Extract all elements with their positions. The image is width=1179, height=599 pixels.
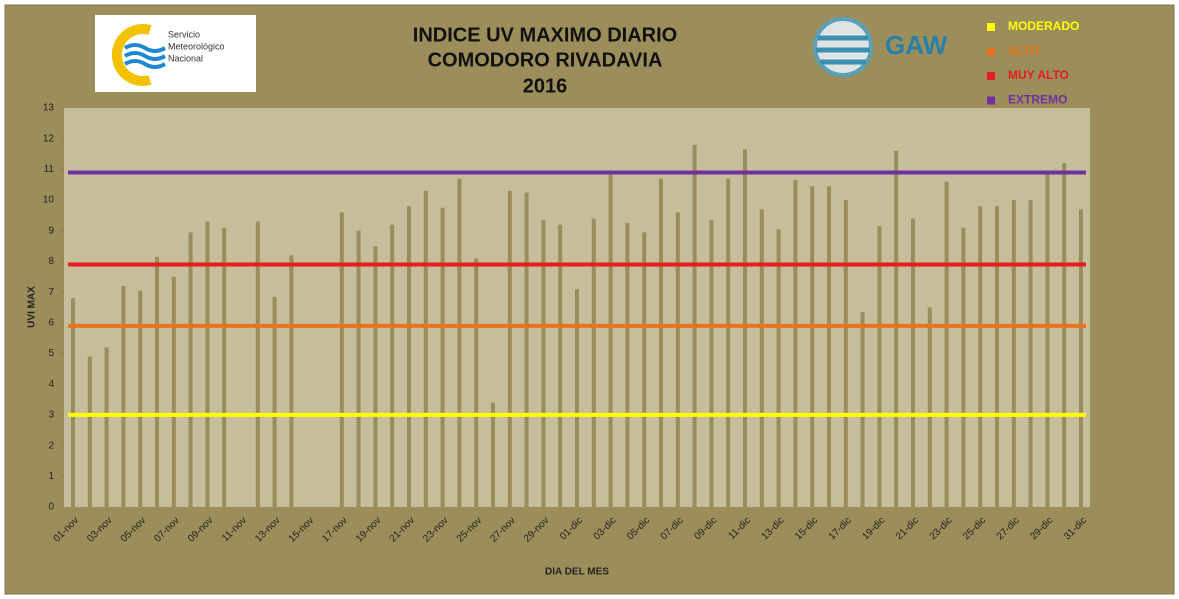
y-axis-label: UVI MAX [27,286,38,328]
bar [860,312,865,507]
bar [793,180,798,507]
bar [843,200,848,508]
bar [558,224,563,507]
legend-label: ALTO [1008,44,1040,58]
gaw-text: GAW [885,30,948,60]
bar [423,190,428,507]
logo-arc [111,24,152,86]
bar [1028,200,1033,508]
bar [877,226,882,507]
bar [222,227,227,507]
bar [188,232,193,508]
y-tick-label: 9 [48,225,54,236]
bar [1079,209,1083,508]
bar [205,221,210,508]
y-tick-label: 7 [48,287,54,298]
bar [524,192,529,507]
y-tick-label: 0 [48,502,54,513]
y-tick-label: 5 [48,348,54,359]
bar [255,221,260,508]
bar [726,178,731,508]
bar [356,230,361,507]
bar [759,209,764,508]
bar [575,289,579,507]
bar [155,256,159,507]
legend-label: MODERADO [1008,19,1079,33]
legend-swatch [987,23,995,31]
bar [272,296,277,507]
bar [87,356,92,507]
gaw-globe [813,17,873,77]
y-tick-label: 12 [43,133,55,144]
bar [171,276,176,507]
bar [373,246,378,507]
bar [1011,200,1016,508]
bar [507,190,512,507]
bar [776,229,781,507]
bar [339,212,344,507]
bar [390,224,395,507]
bar [608,173,613,507]
logo-text: Servicio [168,29,200,39]
bar [911,218,915,507]
bar [675,212,680,507]
bar [407,206,411,507]
bar [541,220,546,507]
y-tick-label: 13 [43,103,55,114]
bar [1062,163,1067,507]
y-tick-label: 1 [48,471,54,482]
bar [642,232,647,508]
bar [827,186,831,507]
bar [927,307,932,507]
chart-title: COMODORO RIVADAVIA [428,49,663,71]
bar [810,186,815,507]
bar [1045,172,1050,507]
y-tick-label: 10 [43,195,55,206]
logo-text: Nacional [168,53,203,63]
legend-swatch [987,47,995,56]
chart-title: INDICE UV MAXIMO DIARIO [413,24,677,46]
bar [289,255,294,507]
legend-swatch [987,72,995,80]
bar [591,218,596,507]
bar [138,290,143,507]
bar [894,150,899,507]
x-axis-label: DIA DEL MES [545,567,609,578]
y-tick-label: 11 [44,164,55,175]
logo-text: Meteorológico [168,41,225,51]
bar [978,206,983,507]
bar [944,181,949,507]
bar [709,220,714,507]
bar [121,286,126,507]
bar [961,227,966,507]
gaw-bands [816,35,870,65]
legend-label: EXTREMO [1008,93,1067,107]
y-tick-label: 2 [48,440,54,451]
bar [491,402,495,507]
y-tick-label: 6 [48,317,54,328]
bar [659,178,663,508]
bar [995,206,999,507]
bar [625,223,630,507]
legend-label: MUY ALTO [1008,68,1069,82]
bar [71,298,75,507]
y-tick-label: 8 [48,256,54,267]
bar [440,207,445,507]
y-tick-label: 3 [48,410,54,421]
bar [474,258,479,507]
logo-waves [123,43,167,69]
chart-title: 2016 [523,75,568,97]
bar [743,149,747,507]
bar [104,347,109,507]
y-tick-label: 4 [48,379,54,390]
legend-swatch [987,96,995,105]
bar [457,178,462,508]
